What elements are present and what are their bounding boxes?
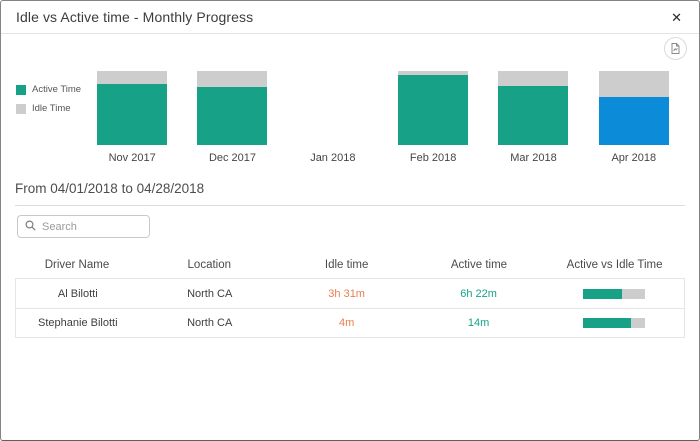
idle-time-cell: 3h 31m [328,287,365,300]
table-body: Al Bilotti North CA 3h 31m 6h 22m Stepha… [15,278,685,338]
table-header: Driver Name Location Idle time Active ti… [15,251,685,278]
chart-month[interactable]: Mar 2018 [483,71,583,164]
active-fill [582,318,631,328]
dialog-header: Idle vs Active time - Monthly Progress ✕ [1,1,699,34]
active-vs-idle-bar [582,318,645,328]
month-label: Jan 2018 [310,152,356,164]
driver-name-cell: Al Bilotti [57,287,98,300]
idle-time-swatch [16,103,26,114]
col-driver-name: Driver Name [44,258,110,271]
col-location: Location [187,258,232,271]
idle-time-segment [498,71,569,86]
idle-time-segment [97,71,168,84]
month-bar[interactable] [197,71,268,145]
search-box[interactable] [17,215,150,238]
idle-time-segment [197,71,268,87]
month-label: Feb 2018 [409,152,457,164]
idle-time-cell: 4m [339,317,355,329]
export-button[interactable] [664,37,687,60]
month-label: Dec 2017 [208,152,257,164]
chart-month[interactable]: Dec 2017 [182,71,282,164]
active-time-swatch [16,84,26,95]
chart: Nov 2017 Dec 2017 Jan 2018 Feb 2018 Mar … [82,71,684,164]
chart-month[interactable]: Feb 2018 [383,71,483,164]
active-vs-idle-bar [582,288,645,299]
ratio-cell [544,318,684,328]
search-input[interactable] [42,220,142,233]
active-time-segment [197,86,268,145]
chart-month[interactable]: Jan 2018 [283,71,383,164]
legend-item-active: Active Time [16,84,82,95]
legend-label: Active Time [32,84,82,95]
month-label: Mar 2018 [510,152,557,164]
table-row[interactable]: Stephanie Bilotti North CA 4m 14m [16,308,684,337]
active-time-cell: 6h 22m [460,287,497,300]
month-bar[interactable] [97,71,168,145]
active-time-segment [398,75,469,145]
col-idle-time: Idle time [324,258,369,271]
legend-label: Idle Time [32,103,71,114]
col-active-vs-idle: Active vs Idle Time [566,258,663,271]
active-time-segment [97,83,168,145]
location-cell: North CA [187,287,233,300]
chart-month[interactable]: Nov 2017 [82,71,182,164]
period-heading: From 04/01/2018 to 04/28/2018 [15,181,685,206]
search-icon [25,218,42,236]
month-bar[interactable] [398,71,469,145]
active-time-segment [598,96,669,145]
legend-item-idle: Idle Time [16,103,82,114]
close-icon[interactable]: ✕ [671,9,682,25]
idle-time-segment [398,71,469,76]
month-label: Nov 2017 [108,152,156,164]
month-bar[interactable] [598,71,669,145]
active-time-cell: 14m [467,317,490,329]
driver-name-cell: Stephanie Bilotti [38,317,118,329]
chart-section: Active Time Idle Time Nov 2017 Dec 2017 … [1,71,699,164]
active-fill [582,288,623,299]
active-time-segment [498,85,569,145]
month-bar[interactable] [498,71,569,145]
chart-month[interactable]: Apr 2018 [584,71,684,164]
dialog-title: Idle vs Active time - Monthly Progress [16,9,254,25]
drivers-table: Driver Name Location Idle time Active ti… [15,251,685,338]
ratio-cell [544,288,684,299]
location-cell: North CA [187,317,233,329]
idle-time-segment [598,71,669,97]
month-label: Apr 2018 [611,152,657,164]
chart-legend: Active Time Idle Time [16,84,82,164]
col-active-time: Active time [450,258,508,271]
export-report-icon [669,42,682,55]
table-row[interactable]: Al Bilotti North CA 3h 31m 6h 22m [16,279,684,308]
